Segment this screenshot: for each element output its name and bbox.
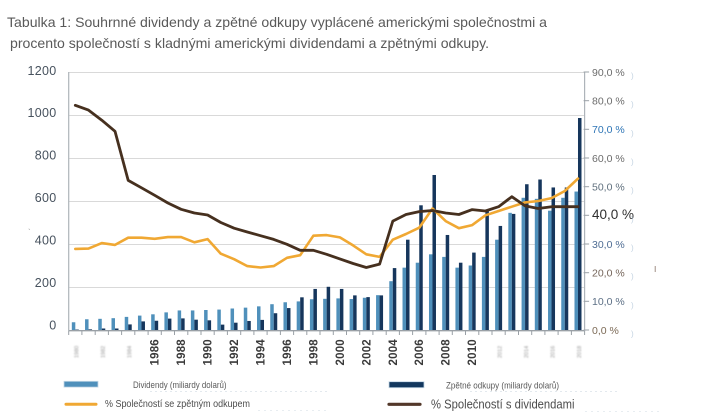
svg-text:1990: 1990	[203, 339, 215, 365]
svg-text:90,0 %: 90,0 %	[592, 67, 625, 79]
svg-text:procento společností s kladným: procento společností s kladnými americký…	[10, 35, 489, 51]
svg-text:200: 200	[35, 276, 57, 290]
svg-text:2008: 2008	[441, 339, 453, 366]
svg-text:% Společností s dividendami: % Společností s dividendami	[431, 398, 575, 412]
svg-text:1996: 1996	[282, 339, 294, 365]
svg-text:0: 0	[49, 318, 56, 332]
svg-text:1986: 1986	[150, 339, 162, 365]
svg-text:2000: 2000	[335, 339, 347, 365]
svg-text:): )	[631, 100, 634, 109]
svg-text:10,0 %: 10,0 %	[592, 296, 625, 308]
svg-text:): )	[631, 72, 634, 81]
svg-text:2004: 2004	[388, 339, 400, 366]
svg-text:% Společností se zpětným odkup: % Společností se zpětným odkupem	[105, 398, 250, 410]
svg-text:0,0 %: 0,0 %	[592, 325, 619, 337]
svg-text:2018: 2018	[577, 346, 583, 358]
svg-text:1200: 1200	[27, 64, 56, 78]
svg-text:800: 800	[35, 149, 57, 163]
svg-text:1992: 1992	[229, 339, 241, 365]
svg-text:2010: 2010	[467, 339, 479, 365]
svg-text:400: 400	[35, 234, 57, 248]
svg-text:2014: 2014	[524, 346, 530, 358]
svg-text:Tabulka 1: Souhrnné dividendy: Tabulka 1: Souhrnné dividendy a zpětné o…	[7, 14, 547, 30]
svg-text:2002: 2002	[361, 339, 373, 365]
svg-text:Zpětné odkupy (miliardy dolarů: Zpětné odkupy (miliardy dolarů)	[446, 381, 559, 391]
svg-text:I: I	[654, 264, 656, 274]
svg-text:60,0 %: 60,0 %	[592, 153, 625, 165]
svg-text:600: 600	[35, 191, 57, 205]
svg-text:): )	[631, 330, 634, 339]
svg-text:Dividendy (miliardy dolarů): Dividendy (miliardy dolarů)	[133, 380, 227, 390]
svg-text:80,0 %: 80,0 %	[592, 96, 625, 108]
svg-text:): )	[631, 244, 634, 253]
svg-text:30,0 %: 30,0 %	[592, 239, 625, 251]
svg-text:1994: 1994	[256, 339, 268, 366]
svg-text:): )	[631, 272, 634, 281]
svg-text:1000: 1000	[27, 106, 56, 120]
svg-text:): )	[631, 301, 634, 310]
svg-text:20,0 %: 20,0 %	[592, 268, 625, 280]
svg-text:): )	[631, 215, 634, 224]
svg-text:1980: 1980	[74, 346, 80, 358]
svg-text:): )	[631, 186, 634, 195]
svg-text:2006: 2006	[414, 339, 426, 365]
svg-text:1988: 1988	[176, 339, 188, 366]
svg-text:`: `	[28, 228, 31, 237]
svg-text:1984: 1984	[127, 346, 133, 358]
svg-text:50,0 %: 50,0 %	[592, 182, 625, 194]
svg-text:): )	[631, 158, 634, 167]
svg-text:70,0 %: 70,0 %	[592, 124, 625, 136]
svg-text:1998: 1998	[308, 339, 320, 366]
svg-text:40,0 %: 40,0 %	[592, 207, 634, 222]
svg-text:1982: 1982	[101, 346, 107, 358]
svg-text:2016: 2016	[551, 346, 557, 358]
svg-text:2012: 2012	[498, 346, 504, 358]
svg-text:): )	[631, 129, 634, 138]
